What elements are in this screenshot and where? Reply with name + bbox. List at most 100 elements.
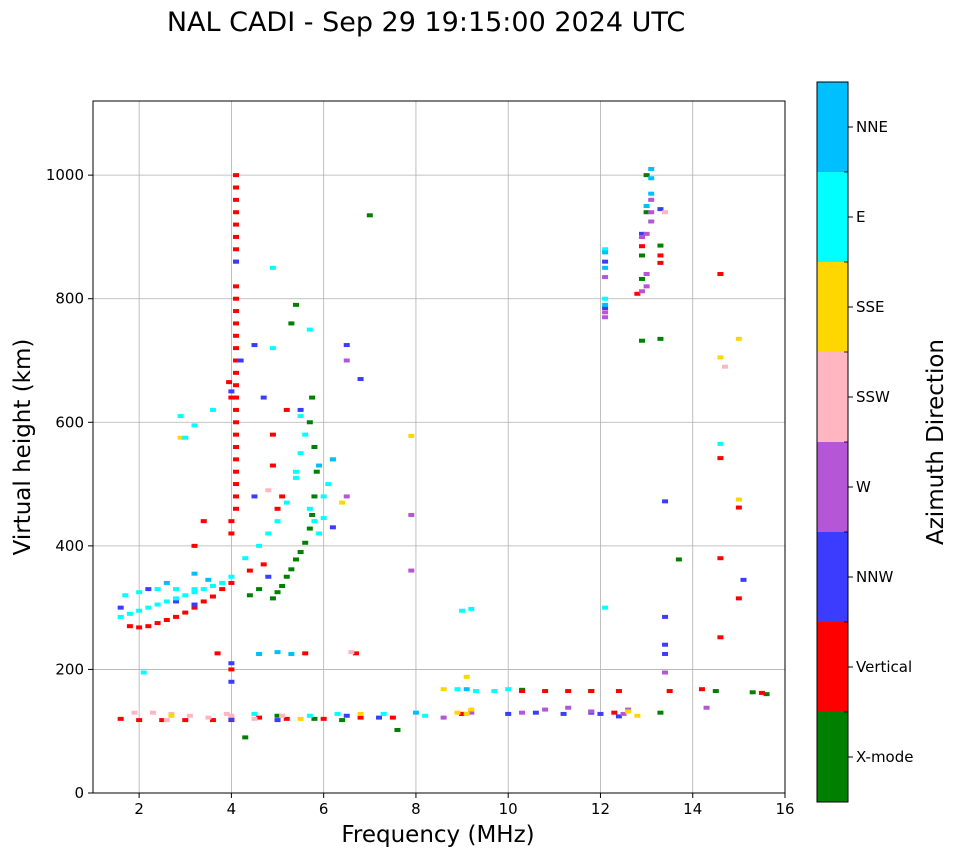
data-point-vertical <box>269 463 276 468</box>
x-tick-label: 4 <box>227 800 237 818</box>
data-point-vertical <box>638 244 645 249</box>
y-axis: 0 200 400 600 800 1000 <box>46 166 93 802</box>
data-point-vertical <box>657 253 664 258</box>
data-point-vertical <box>228 667 235 672</box>
data-point-vertical <box>320 716 327 721</box>
data-point-e <box>191 590 198 595</box>
data-point-sse <box>735 336 742 341</box>
data-point-x-mode <box>311 494 318 499</box>
x-tick-label: 12 <box>591 800 610 818</box>
data-point-nnw <box>173 599 180 604</box>
y-tick-label: 1000 <box>46 166 84 184</box>
data-point-e <box>602 247 609 252</box>
data-point-e <box>320 516 327 521</box>
data-point-vertical <box>279 494 286 499</box>
data-point-x-mode <box>638 276 645 281</box>
data-point-nne <box>463 687 470 692</box>
data-point-e <box>505 687 512 692</box>
data-point-vertical <box>233 309 240 314</box>
data-point-nne <box>602 265 609 270</box>
data-point-e <box>302 432 309 437</box>
data-point-w <box>703 705 710 710</box>
data-point-vertical <box>136 718 143 723</box>
data-point-e <box>472 689 479 694</box>
data-point-e <box>177 414 184 419</box>
data-point-ssw <box>163 718 170 723</box>
colorbar-tick-label: NNE <box>856 118 888 136</box>
data-point-e <box>306 713 313 718</box>
data-point-e <box>117 614 124 619</box>
data-point-vertical <box>233 222 240 227</box>
data-point-vertical <box>588 689 595 694</box>
data-point-x-mode <box>309 512 316 517</box>
data-point-x-mode <box>246 593 253 598</box>
y-tick-label: 800 <box>55 290 84 308</box>
colorbar-tick-label: Vertical <box>856 658 912 676</box>
colorbar-label: Azimuth Direction <box>923 339 949 545</box>
data-point-vertical <box>233 358 240 363</box>
data-point-e <box>292 469 299 474</box>
data-point-vertical <box>302 651 309 656</box>
colorbar-segment <box>817 262 848 352</box>
data-point-vertical <box>717 456 724 461</box>
data-point-e <box>191 423 198 428</box>
data-point-vertical <box>634 291 641 296</box>
data-point-nnw <box>602 259 609 264</box>
data-point-vertical <box>233 445 240 449</box>
data-point-e <box>209 407 216 412</box>
data-point-vertical <box>233 346 240 351</box>
data-point-nne <box>191 571 198 576</box>
plot-area <box>92 100 786 794</box>
data-point-nnw <box>191 602 198 607</box>
data-point-x-mode <box>274 590 281 595</box>
data-point-vertical <box>269 432 276 437</box>
data-point-vertical <box>233 457 240 462</box>
data-point-nne <box>163 580 170 585</box>
x-axis-label: Frequency (MHz) <box>341 822 534 848</box>
data-point-sse <box>357 711 364 716</box>
data-point-nne <box>648 191 655 196</box>
colorbar-tick-label: SSE <box>856 298 885 316</box>
data-point-vertical <box>542 689 549 694</box>
data-point-e <box>136 590 143 595</box>
data-point-ssw <box>228 713 235 718</box>
data-point-sse <box>168 713 175 718</box>
data-point-x-mode <box>675 557 682 562</box>
colorbar-segment <box>817 352 848 442</box>
data-point-sse <box>468 707 475 712</box>
data-point-vertical <box>717 272 724 276</box>
colorbar-segment <box>817 442 848 532</box>
data-point-x-mode <box>394 727 401 732</box>
data-point-x-mode <box>657 243 664 248</box>
data-point-vertical <box>233 395 240 400</box>
colorbar-tick-label: W <box>856 478 871 496</box>
data-point-nnw <box>357 377 364 382</box>
colorbar-tick-label: SSW <box>856 388 890 406</box>
data-point-vertical <box>233 506 240 511</box>
data-point-ssw <box>149 710 156 715</box>
data-point-sse <box>440 687 447 692</box>
data-point-vertical <box>352 651 359 656</box>
data-point-nne <box>602 250 609 255</box>
data-point-e <box>602 605 609 610</box>
data-point-vertical <box>233 197 240 202</box>
data-point-vertical <box>191 543 198 548</box>
data-point-vertical <box>228 395 235 400</box>
data-point-sse <box>634 713 641 718</box>
data-point-e <box>297 414 304 419</box>
data-point-w <box>588 709 595 714</box>
data-point-nnw <box>560 711 567 716</box>
data-point-e <box>316 531 323 536</box>
data-point-vertical <box>657 260 664 265</box>
data-point-e <box>320 494 327 499</box>
data-point-e <box>209 584 216 589</box>
colorbar-segment <box>817 532 848 622</box>
data-point-vertical <box>459 711 466 716</box>
data-point-nnw <box>662 642 669 647</box>
data-point-vertical <box>611 710 618 715</box>
data-point-sse <box>625 709 632 714</box>
colorbar-segment <box>817 712 848 802</box>
data-point-vertical <box>233 383 240 388</box>
data-point-e <box>297 451 304 456</box>
data-point-w <box>440 715 447 720</box>
